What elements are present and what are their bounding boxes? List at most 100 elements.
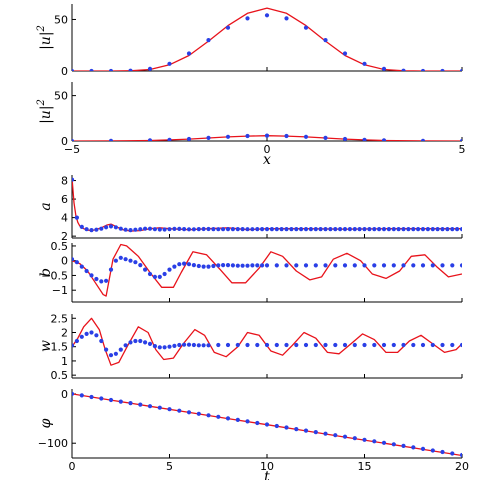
- data-point: [74, 215, 79, 220]
- data-point: [104, 278, 109, 283]
- data-point: [308, 227, 313, 232]
- data-point: [430, 448, 435, 453]
- data-point: [235, 342, 240, 348]
- data-point: [367, 227, 372, 232]
- data-point: [313, 430, 318, 435]
- data-point: [303, 342, 309, 348]
- data-point: [440, 227, 445, 232]
- data-point: [347, 227, 352, 232]
- data-point: [138, 338, 143, 344]
- data-point: [206, 413, 211, 418]
- data-point: [445, 227, 450, 232]
- data-point: [323, 38, 328, 43]
- data-point: [440, 263, 445, 268]
- data-point: [157, 345, 162, 350]
- data-point: [99, 279, 104, 284]
- data-point: [396, 227, 401, 232]
- data-point: [294, 342, 299, 348]
- data-point: [177, 262, 182, 267]
- panel-profile_a: 0 50|u|2: [36, 4, 463, 78]
- data-point: [108, 224, 114, 229]
- data-point: [260, 227, 265, 232]
- data-point: [274, 227, 279, 232]
- data-point: [245, 16, 250, 21]
- data-point: [381, 138, 387, 141]
- data-point: [284, 425, 289, 430]
- data-point: [459, 452, 462, 458]
- data-point: [391, 263, 396, 268]
- panel-b_vs_t: −1 −0.50 0.5 b: [38, 240, 463, 303]
- panel-w_vs_t: 0.511.5 22.5 w: [38, 312, 463, 382]
- data-point: [167, 61, 172, 66]
- data-point: [235, 417, 240, 422]
- data-point: [167, 267, 172, 272]
- data-point: [264, 13, 270, 18]
- data-point: [191, 227, 196, 232]
- data-point: [206, 38, 211, 43]
- y-tick-label: 1.5: [51, 341, 69, 354]
- data-point: [152, 274, 157, 279]
- data-point: [108, 138, 114, 141]
- y-tick-label: 0: [61, 255, 68, 268]
- data-point: [391, 442, 396, 447]
- data-point: [216, 227, 221, 232]
- data-point: [99, 226, 104, 231]
- y-tick-label: 4: [61, 212, 68, 225]
- data-point: [79, 334, 84, 339]
- series-line: [72, 243, 462, 297]
- data-point: [440, 68, 445, 71]
- x-tick-label: 0: [264, 143, 271, 156]
- data-point: [225, 134, 231, 139]
- data-point: [206, 264, 211, 269]
- data-point: [108, 397, 114, 403]
- data-point: [391, 227, 396, 232]
- data-point: [260, 263, 265, 268]
- data-point: [401, 342, 406, 348]
- data-point: [89, 273, 94, 278]
- data-point: [84, 227, 89, 232]
- data-point: [118, 347, 123, 352]
- data-point: [411, 227, 416, 232]
- series-line: [72, 7, 462, 71]
- data-point: [118, 399, 123, 404]
- data-point: [420, 227, 426, 232]
- data-point: [372, 263, 377, 268]
- data-point: [289, 227, 294, 232]
- data-point: [143, 267, 148, 272]
- data-point: [201, 343, 206, 348]
- data-point: [279, 227, 284, 232]
- data-point: [162, 271, 167, 277]
- data-point: [440, 342, 445, 348]
- data-point: [313, 263, 318, 268]
- data-point: [177, 226, 182, 231]
- data-point: [172, 343, 177, 348]
- data-point: [147, 271, 153, 277]
- y-tick-label: −0.5: [41, 269, 68, 282]
- data-point: [162, 345, 167, 350]
- data-point: [216, 263, 221, 268]
- series-line: [72, 317, 462, 366]
- y-tick-label: −100: [38, 437, 68, 450]
- data-point: [250, 263, 255, 268]
- data-point: [196, 343, 201, 348]
- x-tick-label: 5: [459, 143, 466, 156]
- data-point: [323, 431, 328, 436]
- y-tick-label: 2: [61, 230, 68, 243]
- data-point: [206, 343, 211, 348]
- data-point: [303, 227, 309, 232]
- data-point: [352, 227, 357, 232]
- data-point: [372, 227, 377, 232]
- x-tick-label: 10: [260, 460, 274, 473]
- x-axis-label: x: [263, 152, 271, 168]
- data-point: [182, 342, 187, 347]
- data-point: [255, 263, 260, 268]
- data-point: [303, 134, 309, 139]
- data-point: [274, 423, 279, 429]
- data-point: [284, 16, 289, 21]
- data-point: [186, 227, 192, 232]
- y-tick-label: −1: [52, 284, 68, 297]
- data-point: [235, 227, 240, 232]
- data-point: [425, 227, 430, 232]
- panel-a_vs_t: 2 4 6 8 a: [38, 175, 463, 243]
- data-point: [362, 227, 367, 232]
